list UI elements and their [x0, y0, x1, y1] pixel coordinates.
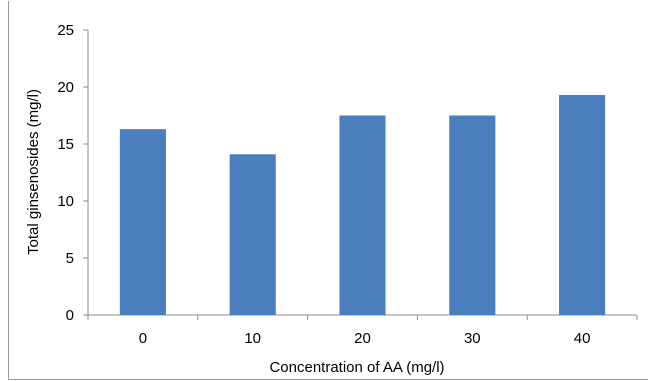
bar-30 [449, 115, 496, 315]
x-tick-label: 40 [574, 330, 591, 347]
bar-0 [119, 129, 166, 315]
x-tick-label: 20 [354, 330, 371, 347]
y-tick-label: 10 [57, 193, 74, 210]
chart-frame [8, 1, 648, 380]
bar-20 [339, 115, 386, 315]
x-axis-title: Concentration of AA (mg/l) [269, 359, 444, 376]
bar-40 [559, 94, 606, 315]
y-tick-label: 0 [66, 307, 74, 324]
x-tick-label: 0 [139, 330, 147, 347]
y-axis: 0 5 10 15 20 25 [57, 22, 89, 324]
y-tick-label: 15 [57, 136, 74, 153]
bar-10 [229, 154, 276, 315]
y-tick-label: 20 [57, 79, 74, 96]
y-tick-label: 25 [57, 22, 74, 39]
x-tick-label: 30 [464, 330, 481, 347]
bars [119, 94, 606, 315]
x-tick-label: 10 [244, 330, 261, 347]
y-axis-title: Total ginsenosides (mg/l) [25, 89, 42, 255]
y-tick-label: 5 [66, 250, 74, 267]
x-axis: 0 10 20 30 40 [87, 314, 638, 347]
